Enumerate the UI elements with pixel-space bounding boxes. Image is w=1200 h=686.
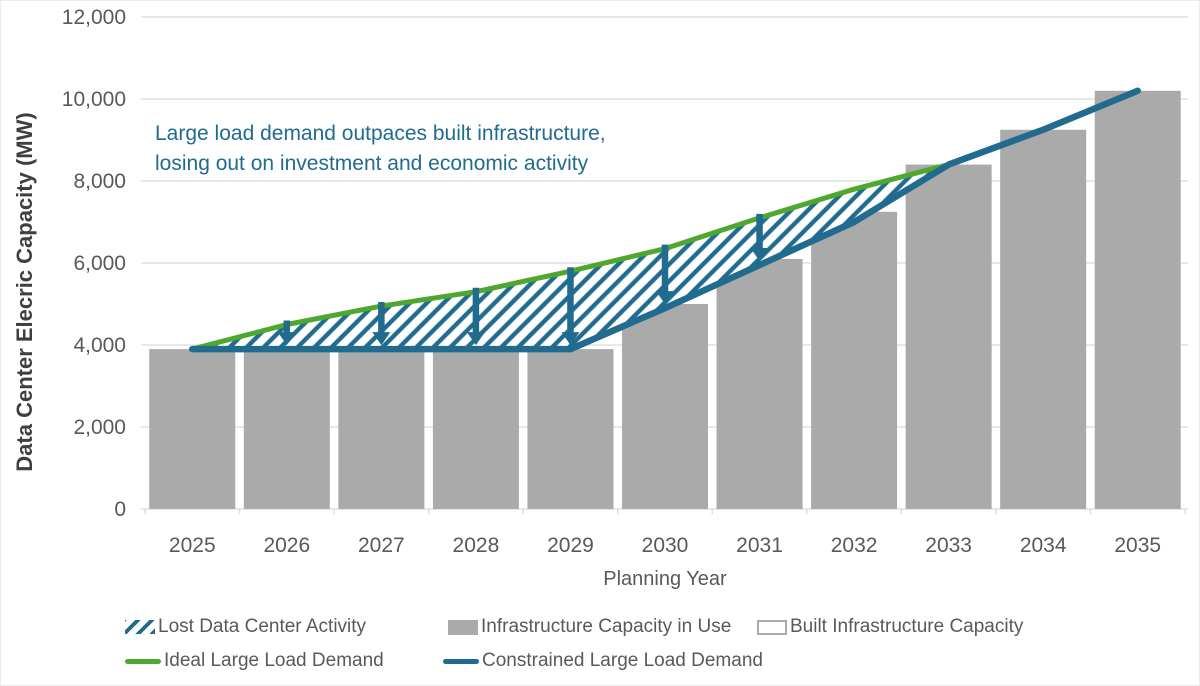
y-tick-label: 12,000: [62, 6, 126, 29]
loss-arrow: [656, 244, 674, 305]
legend-label: Ideal Large Load Demand: [164, 650, 384, 671]
x-tick-label: 2031: [736, 534, 783, 557]
y-tick-label: 6,000: [73, 252, 126, 275]
bar-capacity-in-use: [149, 349, 236, 509]
x-tick-label: 2027: [358, 534, 405, 557]
outline-bar-swatch: [757, 619, 787, 635]
legend-label: Lost Data Center Activity: [158, 616, 367, 637]
legend-item-built-capacity: Built Infrastructure Capacity: [757, 616, 1023, 638]
y-tick-labels: 0 2,000 4,000 6,000 8,000 10,000 12,000: [62, 6, 126, 521]
x-tick-label: 2025: [169, 534, 216, 557]
loss-arrow: [372, 302, 391, 346]
y-tick-label: 0: [114, 498, 126, 521]
y-tick-label: 2,000: [73, 416, 126, 439]
green-line-swatch: [125, 658, 161, 664]
bar-capacity-in-use: [1000, 129, 1087, 509]
x-tick-label: 2033: [925, 534, 972, 557]
legend-label: Constrained Large Load Demand: [482, 650, 763, 671]
x-axis-title: Planning Year: [603, 568, 727, 590]
legend-item-lost-activity: Lost Data Center Activity: [125, 616, 366, 638]
x-tick-label: 2032: [831, 534, 878, 557]
legend-item-constrained-demand: Constrained Large Load Demand: [443, 650, 763, 672]
bar-capacity-in-use: [811, 211, 898, 509]
annotation-line2: losing out on investment and economic ac…: [155, 152, 589, 175]
y-tick-label: 4,000: [73, 334, 126, 357]
bar-capacity-in-use: [243, 349, 330, 509]
x-tick-label: 2029: [547, 534, 594, 557]
legend-label: Built Infrastructure Capacity: [790, 616, 1024, 637]
bar-capacity-in-use: [1094, 90, 1181, 510]
y-tick-label: 10,000: [62, 88, 126, 111]
bars-infrastructure-in-use: [149, 90, 1181, 510]
lost-activity-hatch-swatch: [125, 620, 155, 634]
x-tick-label: 2034: [1020, 534, 1067, 557]
y-tick-label: 8,000: [73, 170, 126, 193]
y-axis-title: Data Center Elecric Capacity (MW): [12, 112, 37, 471]
loss-arrow: [277, 320, 296, 346]
annotation-line1: Large load demand outpaces built infrast…: [155, 122, 606, 145]
bar-capacity-in-use: [432, 349, 519, 509]
bar-capacity-in-use: [905, 164, 992, 509]
legend-item-ideal-demand: Ideal Large Load Demand: [125, 650, 384, 672]
loss-arrow: [561, 267, 580, 346]
loss-arrows: [277, 213, 769, 346]
x-tick-label: 2026: [263, 534, 310, 557]
bar-capacity-in-use: [622, 304, 708, 509]
x-tick-label: 2030: [642, 534, 689, 557]
bar-capacity-in-use: [527, 349, 614, 509]
x-tick-label: 2035: [1114, 534, 1161, 557]
loss-arrow: [750, 213, 769, 262]
gray-bar-swatch: [448, 619, 478, 635]
bar-capacity-in-use: [338, 349, 425, 509]
legend-label: Infrastructure Capacity in Use: [481, 616, 732, 637]
constrained-large-load-demand-polyline: [189, 87, 1141, 353]
legend-item-capacity-in-use: Infrastructure Capacity in Use: [448, 616, 731, 638]
x-tick-labels: 2025 2026 2027 2028 2029 2030 2031 2032 2033 2034…: [169, 534, 1161, 557]
bar-capacity-in-use: [716, 258, 803, 509]
blue-line-swatch: [443, 658, 479, 664]
loss-arrow: [466, 287, 485, 346]
x-tick-label: 2028: [453, 534, 500, 557]
constrained-demand-line: [189, 87, 1141, 353]
